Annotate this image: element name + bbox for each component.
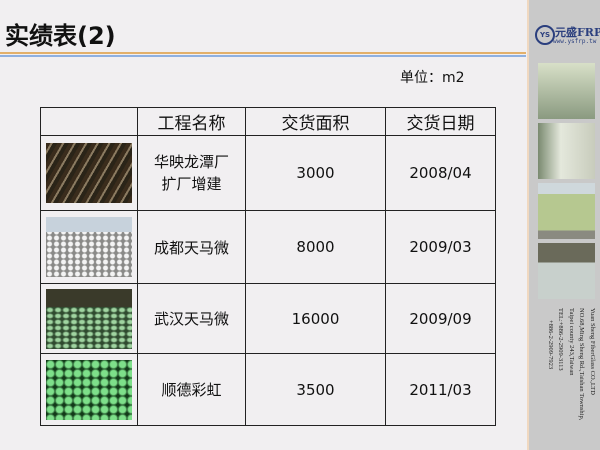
project-date: 2011/03 (385, 353, 496, 426)
side-photo-tank (538, 123, 595, 179)
photo-cell (40, 353, 138, 426)
header-name: 工程名称 (137, 107, 246, 136)
project-area: 8000 (245, 210, 386, 284)
photo-cell (40, 283, 138, 354)
side-photo-floor (538, 243, 595, 299)
company-logo: YS 元盛FRP www.ysfrp.tw (535, 24, 600, 48)
address-line: Taipei county 243,Taiwan (568, 308, 575, 376)
table-row: 武汉天马微 16000 2009/09 (40, 283, 496, 354)
side-panel: YS 元盛FRP www.ysfrp.tw Yuan Sheng FiberGl… (527, 0, 600, 450)
unit-label: 单位：m2 (400, 70, 465, 86)
project-date: 2009/03 (385, 210, 496, 284)
divider-blue (0, 55, 526, 57)
table-row: 成都天马微 8000 2009/03 (40, 210, 496, 284)
project-name: 顺德彩虹 (137, 353, 246, 426)
logo-brand: 元盛FRP (555, 26, 600, 39)
project-name: 成都天马微 (137, 210, 246, 284)
logo-badge-icon: YS (535, 25, 555, 45)
table-row: 顺德彩虹 3500 2011/03 (40, 353, 496, 426)
company-address: Yuan Sheng FiberGlass CO.,LTD NO.68,Ming… (535, 308, 597, 446)
project-photo (46, 143, 132, 203)
side-photo-ceiling (538, 63, 595, 119)
company-name: Yuan Sheng FiberGlass CO.,LTD (589, 308, 596, 395)
project-date: 2008/04 (385, 135, 496, 211)
logo-url: www.ysfrp.tw (553, 38, 597, 45)
project-area: 16000 (245, 283, 386, 354)
header-photo (40, 107, 138, 136)
divider-orange (0, 52, 526, 54)
photo-cell (40, 135, 138, 211)
header-area: 交货面积 (245, 107, 386, 136)
project-photo (46, 359, 132, 420)
project-area: 3500 (245, 353, 386, 426)
photo-cell (40, 210, 138, 284)
side-photo-silos (538, 183, 595, 239)
table-header-row: 工程名称 交货面积 交货日期 (40, 107, 496, 136)
project-area: 3000 (245, 135, 386, 211)
project-photo (46, 288, 132, 349)
header-date: 交货日期 (385, 107, 496, 136)
project-name: 武汉天马微 (137, 283, 246, 354)
project-date: 2009/09 (385, 283, 496, 354)
project-name: 华映龙潭厂 扩厂增建 (137, 135, 246, 211)
table-row: 华映龙潭厂 扩厂增建 3000 2008/04 (40, 135, 496, 211)
projects-table: 工程名称 交货面积 交货日期 华映龙潭厂 扩厂增建 3000 2008/04 成… (40, 107, 496, 426)
address-line: NO.68,Ming Sheng Rd.,Taishan Township, (578, 308, 586, 421)
phone-line: TEL:+886-2-2909-3113 (557, 308, 565, 371)
project-photo (46, 217, 132, 277)
slide-title: 实绩表(2) (5, 22, 116, 50)
phone-line: +886-2-2909-7923 (547, 320, 554, 370)
